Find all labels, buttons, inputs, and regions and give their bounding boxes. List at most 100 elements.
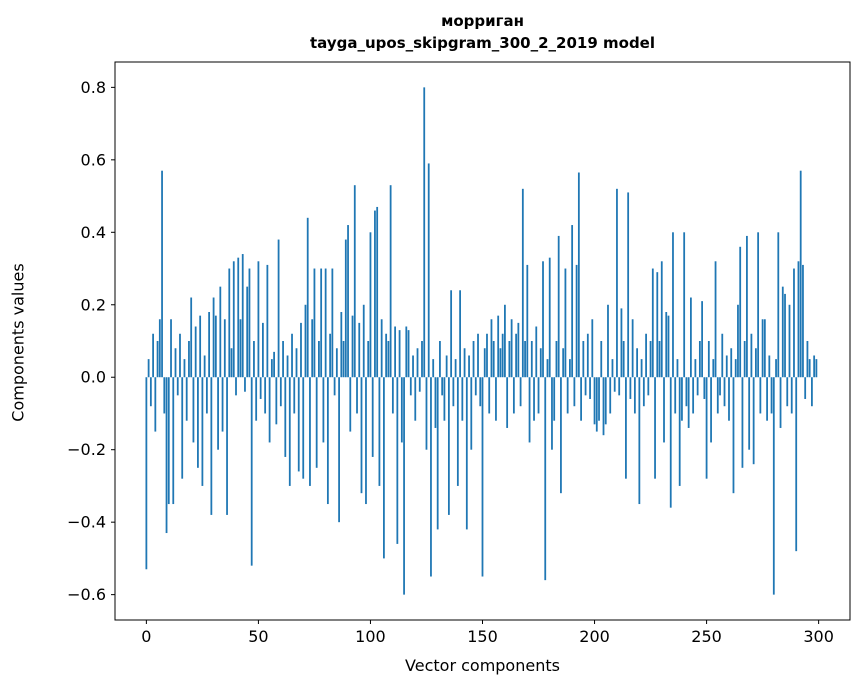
bar <box>598 377 600 421</box>
bar <box>566 377 569 414</box>
bar <box>681 377 683 421</box>
bar <box>212 297 215 378</box>
bar <box>551 377 553 450</box>
bar <box>784 293 786 378</box>
bars-group <box>145 87 818 595</box>
bar <box>658 341 661 378</box>
bar <box>463 348 466 378</box>
bar <box>161 170 163 378</box>
bar <box>737 304 739 378</box>
bar <box>443 377 446 421</box>
bar <box>452 377 455 407</box>
bar <box>172 377 175 505</box>
bar <box>526 264 529 378</box>
bar <box>530 341 533 378</box>
bar <box>770 377 773 414</box>
bar <box>638 377 641 505</box>
y-tick-label: −0.2 <box>67 440 106 459</box>
bar <box>468 355 470 378</box>
bar <box>248 268 251 378</box>
bar <box>696 377 699 396</box>
bar <box>703 377 706 399</box>
bar <box>436 377 439 530</box>
bar <box>441 377 444 396</box>
bar <box>560 377 562 494</box>
bar <box>246 286 249 378</box>
bar <box>571 225 574 378</box>
bar <box>575 264 578 378</box>
bar <box>389 185 392 378</box>
bar <box>255 377 258 421</box>
bar <box>432 359 435 378</box>
bar <box>425 377 428 450</box>
bar <box>748 377 751 450</box>
bar <box>813 355 816 378</box>
bar <box>154 377 157 432</box>
x-tick-label: 150 <box>467 627 498 646</box>
bar <box>501 333 504 378</box>
bar <box>573 377 576 407</box>
bar <box>687 377 690 428</box>
bar <box>678 377 681 486</box>
bar <box>584 377 587 396</box>
bar <box>430 377 432 577</box>
bar <box>593 377 596 425</box>
bar <box>595 377 598 432</box>
bar <box>257 261 260 378</box>
bar <box>470 377 473 450</box>
bar <box>707 341 710 378</box>
bar <box>302 377 305 479</box>
bar <box>537 377 540 414</box>
bar <box>387 341 390 378</box>
bar <box>521 188 524 378</box>
bar <box>569 359 571 378</box>
bar <box>542 261 544 378</box>
bar <box>347 225 349 378</box>
bar <box>739 246 742 378</box>
bar <box>284 377 287 457</box>
bar <box>721 333 724 378</box>
bar <box>647 377 650 396</box>
bar <box>651 268 654 378</box>
chart-title: морриган <box>441 12 524 30</box>
bar <box>380 319 383 378</box>
bar <box>642 377 645 407</box>
bar <box>602 377 605 436</box>
bar <box>149 377 152 407</box>
bar <box>400 377 403 443</box>
y-tick-label: −0.4 <box>67 513 106 532</box>
bar <box>790 377 793 414</box>
bar <box>808 359 811 378</box>
bar <box>781 286 784 378</box>
bar <box>589 377 591 399</box>
bar <box>633 377 636 414</box>
x-axis-label: Vector components <box>405 656 560 675</box>
bar <box>371 377 374 457</box>
bar <box>176 377 179 396</box>
bar <box>663 377 665 443</box>
bar <box>362 304 365 378</box>
bar <box>311 319 314 378</box>
bar <box>315 377 318 468</box>
bar <box>719 377 721 396</box>
bar <box>190 297 193 378</box>
bar <box>277 239 280 378</box>
bar <box>239 319 242 378</box>
bar <box>625 377 627 479</box>
bar <box>609 377 612 414</box>
bar <box>205 377 208 414</box>
bar <box>636 348 639 378</box>
bar <box>752 377 755 465</box>
bar <box>600 341 603 378</box>
bar <box>459 290 461 378</box>
bar <box>510 319 513 378</box>
bar <box>741 377 744 468</box>
bar <box>723 377 726 407</box>
bar <box>270 359 273 378</box>
bar <box>763 319 766 378</box>
bar <box>201 377 204 486</box>
bar <box>322 377 325 443</box>
bar <box>414 377 417 421</box>
